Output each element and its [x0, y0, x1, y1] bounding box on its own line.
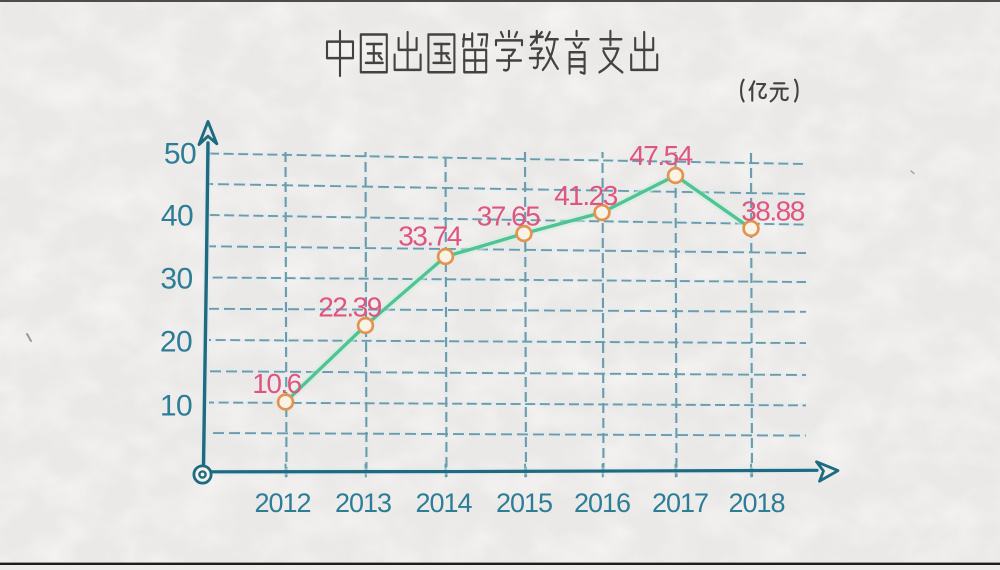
- svg-text:47.54: 47.54: [629, 140, 692, 171]
- svg-text:2014: 2014: [415, 488, 472, 518]
- svg-text:30: 30: [160, 262, 192, 295]
- svg-text:50: 50: [164, 138, 196, 171]
- svg-text:38.88: 38.88: [741, 195, 804, 226]
- svg-text:10: 10: [160, 389, 192, 422]
- svg-text:2015: 2015: [496, 488, 552, 518]
- svg-text:37.65: 37.65: [477, 201, 540, 232]
- svg-text:10.6: 10.6: [252, 368, 301, 399]
- svg-text:2013: 2013: [335, 488, 391, 518]
- svg-text:22.39: 22.39: [318, 292, 381, 323]
- svg-text:2017: 2017: [652, 488, 708, 518]
- svg-text:2016: 2016: [574, 488, 630, 518]
- svg-text:41.23: 41.23: [554, 180, 617, 211]
- svg-text:40: 40: [161, 200, 193, 233]
- svg-text:2018: 2018: [728, 488, 784, 518]
- svg-text:2012: 2012: [254, 488, 310, 518]
- svg-text:33.74: 33.74: [398, 221, 461, 252]
- svg-text:20: 20: [160, 325, 192, 358]
